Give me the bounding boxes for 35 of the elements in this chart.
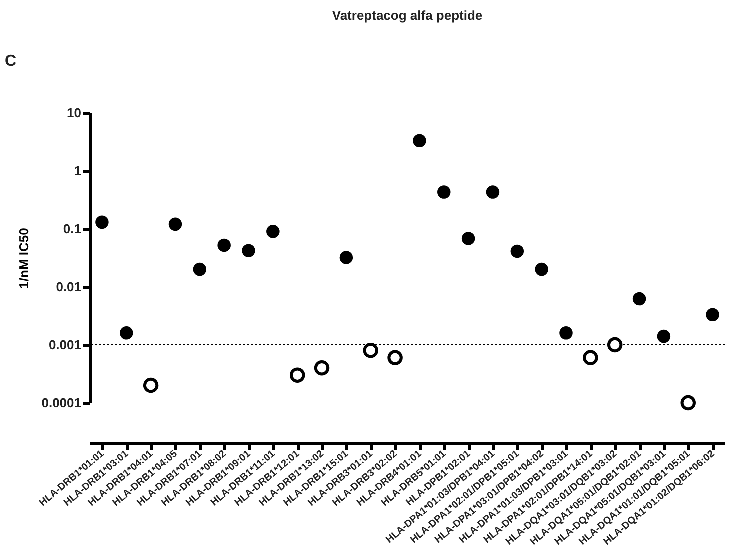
y-tick-label: 1: [74, 164, 82, 178]
point: [486, 186, 500, 199]
point: [462, 232, 476, 246]
point: [266, 225, 280, 238]
point: [143, 378, 159, 394]
point: [583, 350, 598, 366]
point: [680, 395, 696, 411]
point: [388, 350, 403, 366]
point: [535, 262, 548, 276]
y-tick-label: 0.001: [48, 338, 82, 352]
point: [438, 186, 451, 199]
point: [120, 326, 134, 340]
point: [363, 343, 378, 358]
point: [632, 292, 646, 306]
point: [607, 337, 623, 353]
text: C: [5, 53, 17, 70]
y-axis-title: 1/nM IC50: [16, 228, 32, 289]
point: [218, 238, 231, 252]
y-tick-label: 0.1: [63, 222, 82, 236]
chart-title: Vatreptacog alfa peptide: [332, 8, 483, 23]
point: [706, 308, 720, 322]
point: [657, 330, 671, 344]
point: [413, 134, 426, 148]
point: [314, 360, 330, 376]
y-tick-label: 0.0001: [42, 396, 82, 410]
point: [290, 368, 306, 383]
point: [560, 326, 573, 340]
point: [96, 216, 109, 230]
y-tick-label: 0.01: [56, 280, 82, 294]
point: [168, 218, 182, 232]
point: [510, 244, 524, 258]
y-tick-label: 10: [67, 106, 82, 120]
point: [340, 251, 354, 264]
point: [193, 262, 207, 276]
point: [242, 244, 256, 258]
